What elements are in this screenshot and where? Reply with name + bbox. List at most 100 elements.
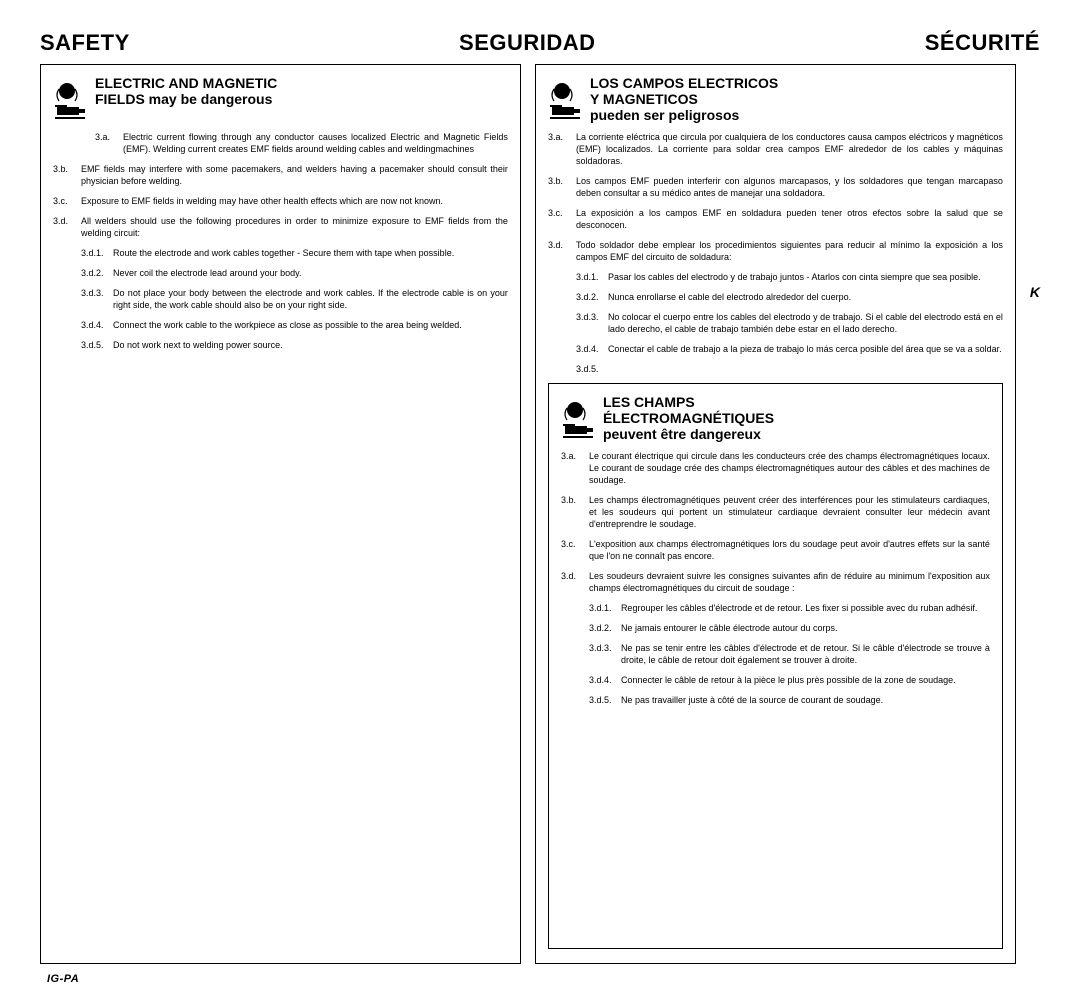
sub-number: 3.d.2. bbox=[576, 291, 608, 303]
sub-number: 3.d.4. bbox=[576, 343, 608, 355]
list-subitem: 3.d.2. Nunca enrollarse el cable del ele… bbox=[576, 291, 1003, 303]
sub-number: 3.d.5. bbox=[576, 363, 608, 375]
list-subitem: 3.d.3. Do not place your body between th… bbox=[81, 287, 508, 311]
section-title-text: LES CHAMPS ÉLECTROMAGNÉTIQUES peuvent êt… bbox=[603, 394, 774, 442]
item-text: EMF fields may interfere with some pacem… bbox=[81, 163, 508, 187]
item-number: 3.c. bbox=[53, 195, 81, 207]
title-line-2: ÉLECTROMAGNÉTIQUES bbox=[603, 410, 774, 426]
item-number: 3.a. bbox=[561, 450, 589, 486]
list-item: 3.b. Les champs électromagnétiques peuve… bbox=[561, 494, 990, 530]
item-number: 3.b. bbox=[53, 163, 81, 187]
list-item: 3.d. Todo soldador debe emplear los proc… bbox=[548, 239, 1003, 263]
sub-text: Pasar los cables del electrodo y de trab… bbox=[608, 271, 1003, 283]
list-item: 3.b. EMF fields may interfere with some … bbox=[53, 163, 508, 187]
section-title: LOS CAMPOS ELECTRICOS Y MAGNETICOS puede… bbox=[548, 75, 1003, 123]
item-text: Exposure to EMF fields in welding may ha… bbox=[81, 195, 508, 207]
sub-number: 3.d.5. bbox=[589, 694, 621, 706]
list-subitem: 3.d.5. bbox=[576, 363, 1003, 375]
list-item: 3.b. Los campos EMF pueden interferir co… bbox=[548, 175, 1003, 199]
list-item: 3.c. La exposición a los campos EMF en s… bbox=[548, 207, 1003, 231]
list-subitem: 3.d.5. Do not work next to welding power… bbox=[81, 339, 508, 351]
list-subitem: 3.d.4. Connecter le câble de retour à la… bbox=[589, 674, 990, 686]
welding-emf-icon bbox=[561, 396, 597, 442]
sub-text: Connect the work cable to the workpiece … bbox=[113, 319, 508, 331]
sub-text: Do not work next to welding power source… bbox=[113, 339, 508, 351]
list-item: 3.d. Les soudeurs devraient suivre les c… bbox=[561, 570, 990, 594]
item-number: 3.b. bbox=[561, 494, 589, 530]
columns-row: ELECTRIC AND MAGNETIC FIELDS may be dang… bbox=[40, 64, 1040, 964]
title-line-2: Y MAGNETICOS bbox=[590, 91, 698, 107]
sub-text: Ne jamais entourer le câble électrode au… bbox=[621, 622, 990, 634]
sub-number: 3.d.1. bbox=[81, 247, 113, 259]
title-line-3: pueden ser peligrosos bbox=[590, 107, 739, 123]
list-subitem: 3.d.4. Conectar el cable de trabajo a la… bbox=[576, 343, 1003, 355]
sub-text: Conectar el cable de trabajo a la pieza … bbox=[608, 343, 1003, 355]
page-letter: K bbox=[1030, 284, 1040, 964]
sub-text: Route the electrode and work cables toge… bbox=[113, 247, 508, 259]
footer-code: IG-PA bbox=[47, 973, 79, 985]
item-number: 3.c. bbox=[548, 207, 576, 231]
list-item: 3.d. All welders should use the followin… bbox=[53, 215, 508, 239]
title-line-3: peuvent être dangereux bbox=[603, 426, 761, 442]
sub-text: Do not place your body between the elect… bbox=[113, 287, 508, 311]
sub-text: Ne pas travailler juste à côté de la sou… bbox=[621, 694, 990, 706]
sub-number: 3.d.1. bbox=[576, 271, 608, 283]
sub-text: Never coil the electrode lead around you… bbox=[113, 267, 508, 279]
item-number: 3.b. bbox=[548, 175, 576, 199]
sub-number: 3.d.5. bbox=[81, 339, 113, 351]
item-text: L'exposition aux champs électromagnétiqu… bbox=[589, 538, 990, 562]
title-line-1: ELECTRIC AND MAGNETIC bbox=[95, 75, 277, 91]
sub-text: Nunca enrollarse el cable del electrodo … bbox=[608, 291, 1003, 303]
sub-number: 3.d.3. bbox=[576, 311, 608, 335]
list-subitem: 3.d.3. Ne pas se tenir entre les câbles … bbox=[589, 642, 990, 666]
list-subitem: 3.d.2. Ne jamais entourer le câble élect… bbox=[589, 622, 990, 634]
header-english: SAFETY bbox=[40, 30, 130, 56]
safety-page: SAFETY SEGURIDAD SÉCURITÉ bbox=[0, 0, 1080, 994]
list-subitem: 3.d.1. Regrouper les câbles d'électrode … bbox=[589, 602, 990, 614]
item-text: Les soudeurs devraient suivre les consig… bbox=[589, 570, 990, 594]
language-headers: SAFETY SEGURIDAD SÉCURITÉ bbox=[40, 30, 1040, 56]
sub-number: 3.d.1. bbox=[589, 602, 621, 614]
item-number: 3.a. bbox=[548, 131, 576, 167]
column-english: ELECTRIC AND MAGNETIC FIELDS may be dang… bbox=[40, 64, 521, 964]
item-text: Electric current flowing through any con… bbox=[123, 131, 508, 155]
list-subitem: 3.d.1. Pasar los cables del electrodo y … bbox=[576, 271, 1003, 283]
sub-number: 3.d.2. bbox=[589, 622, 621, 634]
sub-text: No colocar el cuerpo entre los cables de… bbox=[608, 311, 1003, 335]
header-spanish: SEGURIDAD bbox=[459, 30, 596, 56]
section-title: LES CHAMPS ÉLECTROMAGNÉTIQUES peuvent êt… bbox=[561, 394, 990, 442]
list-subitem: 3.d.4. Connect the work cable to the wor… bbox=[81, 319, 508, 331]
section-title-text: ELECTRIC AND MAGNETIC FIELDS may be dang… bbox=[95, 75, 277, 107]
welding-emf-icon bbox=[53, 77, 89, 123]
item-number: 3.d. bbox=[53, 215, 81, 239]
sub-number: 3.d.4. bbox=[589, 674, 621, 686]
list-subitem: 3.d.2. Never coil the electrode lead aro… bbox=[81, 267, 508, 279]
sub-number: 3.d.3. bbox=[589, 642, 621, 666]
item-text: Les champs électromagnétiques peuvent cr… bbox=[589, 494, 990, 530]
item-text: Los campos EMF pueden interferir con alg… bbox=[576, 175, 1003, 199]
list-item: 3.a. Electric current flowing through an… bbox=[95, 131, 508, 155]
column-french: LES CHAMPS ÉLECTROMAGNÉTIQUES peuvent êt… bbox=[548, 383, 1003, 949]
title-line-2: FIELDS may be dangerous bbox=[95, 91, 272, 107]
sub-number: 3.d.2. bbox=[81, 267, 113, 279]
list-item: 3.a. La corriente eléctrica que circula … bbox=[548, 131, 1003, 167]
item-number: 3.d. bbox=[561, 570, 589, 594]
column-spanish: LOS CAMPOS ELECTRICOS Y MAGNETICOS puede… bbox=[535, 64, 1016, 964]
item-text: Le courant électrique qui circule dans l… bbox=[589, 450, 990, 486]
section-title: ELECTRIC AND MAGNETIC FIELDS may be dang… bbox=[53, 75, 508, 123]
item-number: 3.d. bbox=[548, 239, 576, 263]
sub-text: Connecter le câble de retour à la pièce … bbox=[621, 674, 990, 686]
item-number: 3.a. bbox=[95, 131, 123, 155]
sub-text: Regrouper les câbles d'électrode et de r… bbox=[621, 602, 990, 614]
list-subitem: 3.d.1. Route the electrode and work cabl… bbox=[81, 247, 508, 259]
item-text: La corriente eléctrica que circula por c… bbox=[576, 131, 1003, 167]
welding-emf-icon bbox=[548, 77, 584, 123]
sub-number: 3.d.3. bbox=[81, 287, 113, 311]
item-text: All welders should use the following pro… bbox=[81, 215, 508, 239]
list-subitem: 3.d.5. Ne pas travailler juste à côté de… bbox=[589, 694, 990, 706]
list-subitem: 3.d.3. No colocar el cuerpo entre los ca… bbox=[576, 311, 1003, 335]
title-line-1: LOS CAMPOS ELECTRICOS bbox=[590, 75, 778, 91]
list-item: 3.a. Le courant électrique qui circule d… bbox=[561, 450, 990, 486]
list-item: 3.c. L'exposition aux champs électromagn… bbox=[561, 538, 990, 562]
item-text: La exposición a los campos EMF en soldad… bbox=[576, 207, 1003, 231]
